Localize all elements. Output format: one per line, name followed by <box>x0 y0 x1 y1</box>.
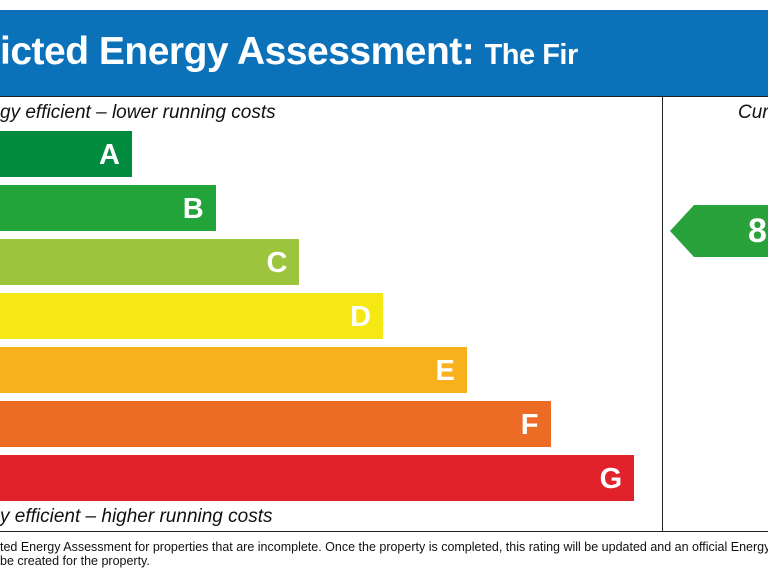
band: E <box>0 347 467 393</box>
current-arrow: 8 <box>670 205 768 257</box>
top-note: gy efficient – lower running costs <box>0 102 276 123</box>
band: C <box>0 239 300 285</box>
title-property: The Fir <box>484 39 579 71</box>
bottom-note: y efficient – higher running costs <box>0 506 273 527</box>
frame <box>0 96 768 532</box>
current-header: Cur <box>738 102 768 123</box>
footer: ted Energy Assessment for properties tha… <box>0 540 768 568</box>
title: icted Energy Assessment: The Fir <box>0 30 578 74</box>
band: A <box>0 131 132 177</box>
band: F <box>0 401 551 447</box>
band: B <box>0 185 216 231</box>
header <box>0 10 768 97</box>
title-main: icted Energy Assessment: <box>0 30 475 73</box>
divider <box>662 96 663 531</box>
footer-line: ted Energy Assessment for properties tha… <box>0 540 768 554</box>
footer-line: be created for the property. <box>0 554 150 568</box>
current-rating: 8 <box>748 212 767 250</box>
band: G <box>0 455 635 501</box>
band: D <box>0 293 384 339</box>
arrow-shape <box>670 205 768 257</box>
